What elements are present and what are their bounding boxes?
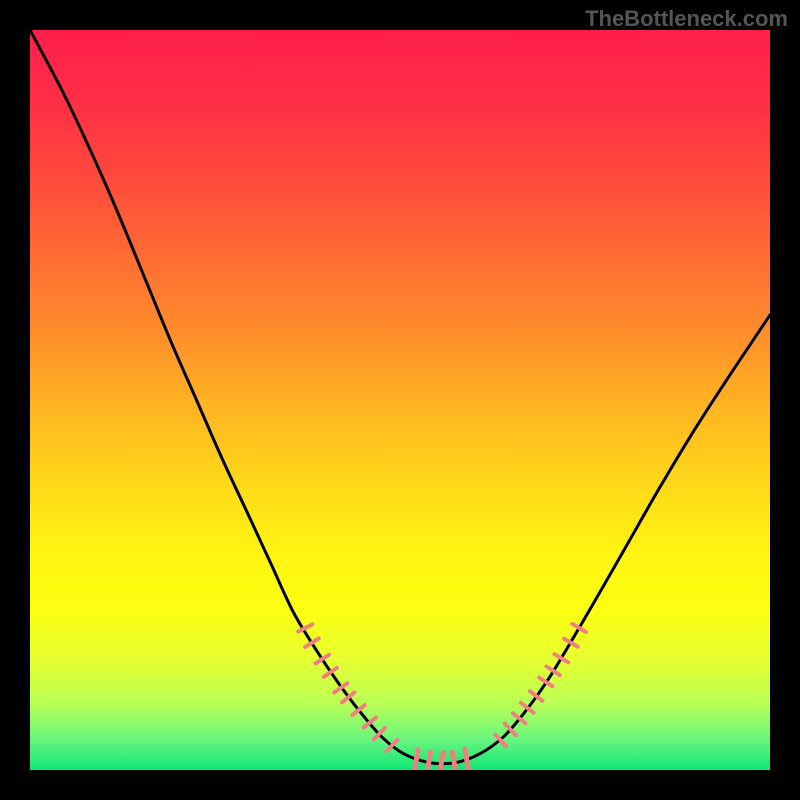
tick-mark <box>465 749 468 769</box>
tick-mark <box>440 753 443 770</box>
plot-area <box>30 30 770 770</box>
tick-marks <box>298 624 586 770</box>
watermark-text: TheBottleneck.com <box>585 6 788 32</box>
curve-line <box>30 30 770 764</box>
tick-mark <box>427 752 430 770</box>
chart-container: TheBottleneck.com <box>0 0 800 800</box>
bottleneck-curve <box>30 30 770 770</box>
tick-mark <box>415 750 418 770</box>
tick-mark <box>452 752 455 770</box>
